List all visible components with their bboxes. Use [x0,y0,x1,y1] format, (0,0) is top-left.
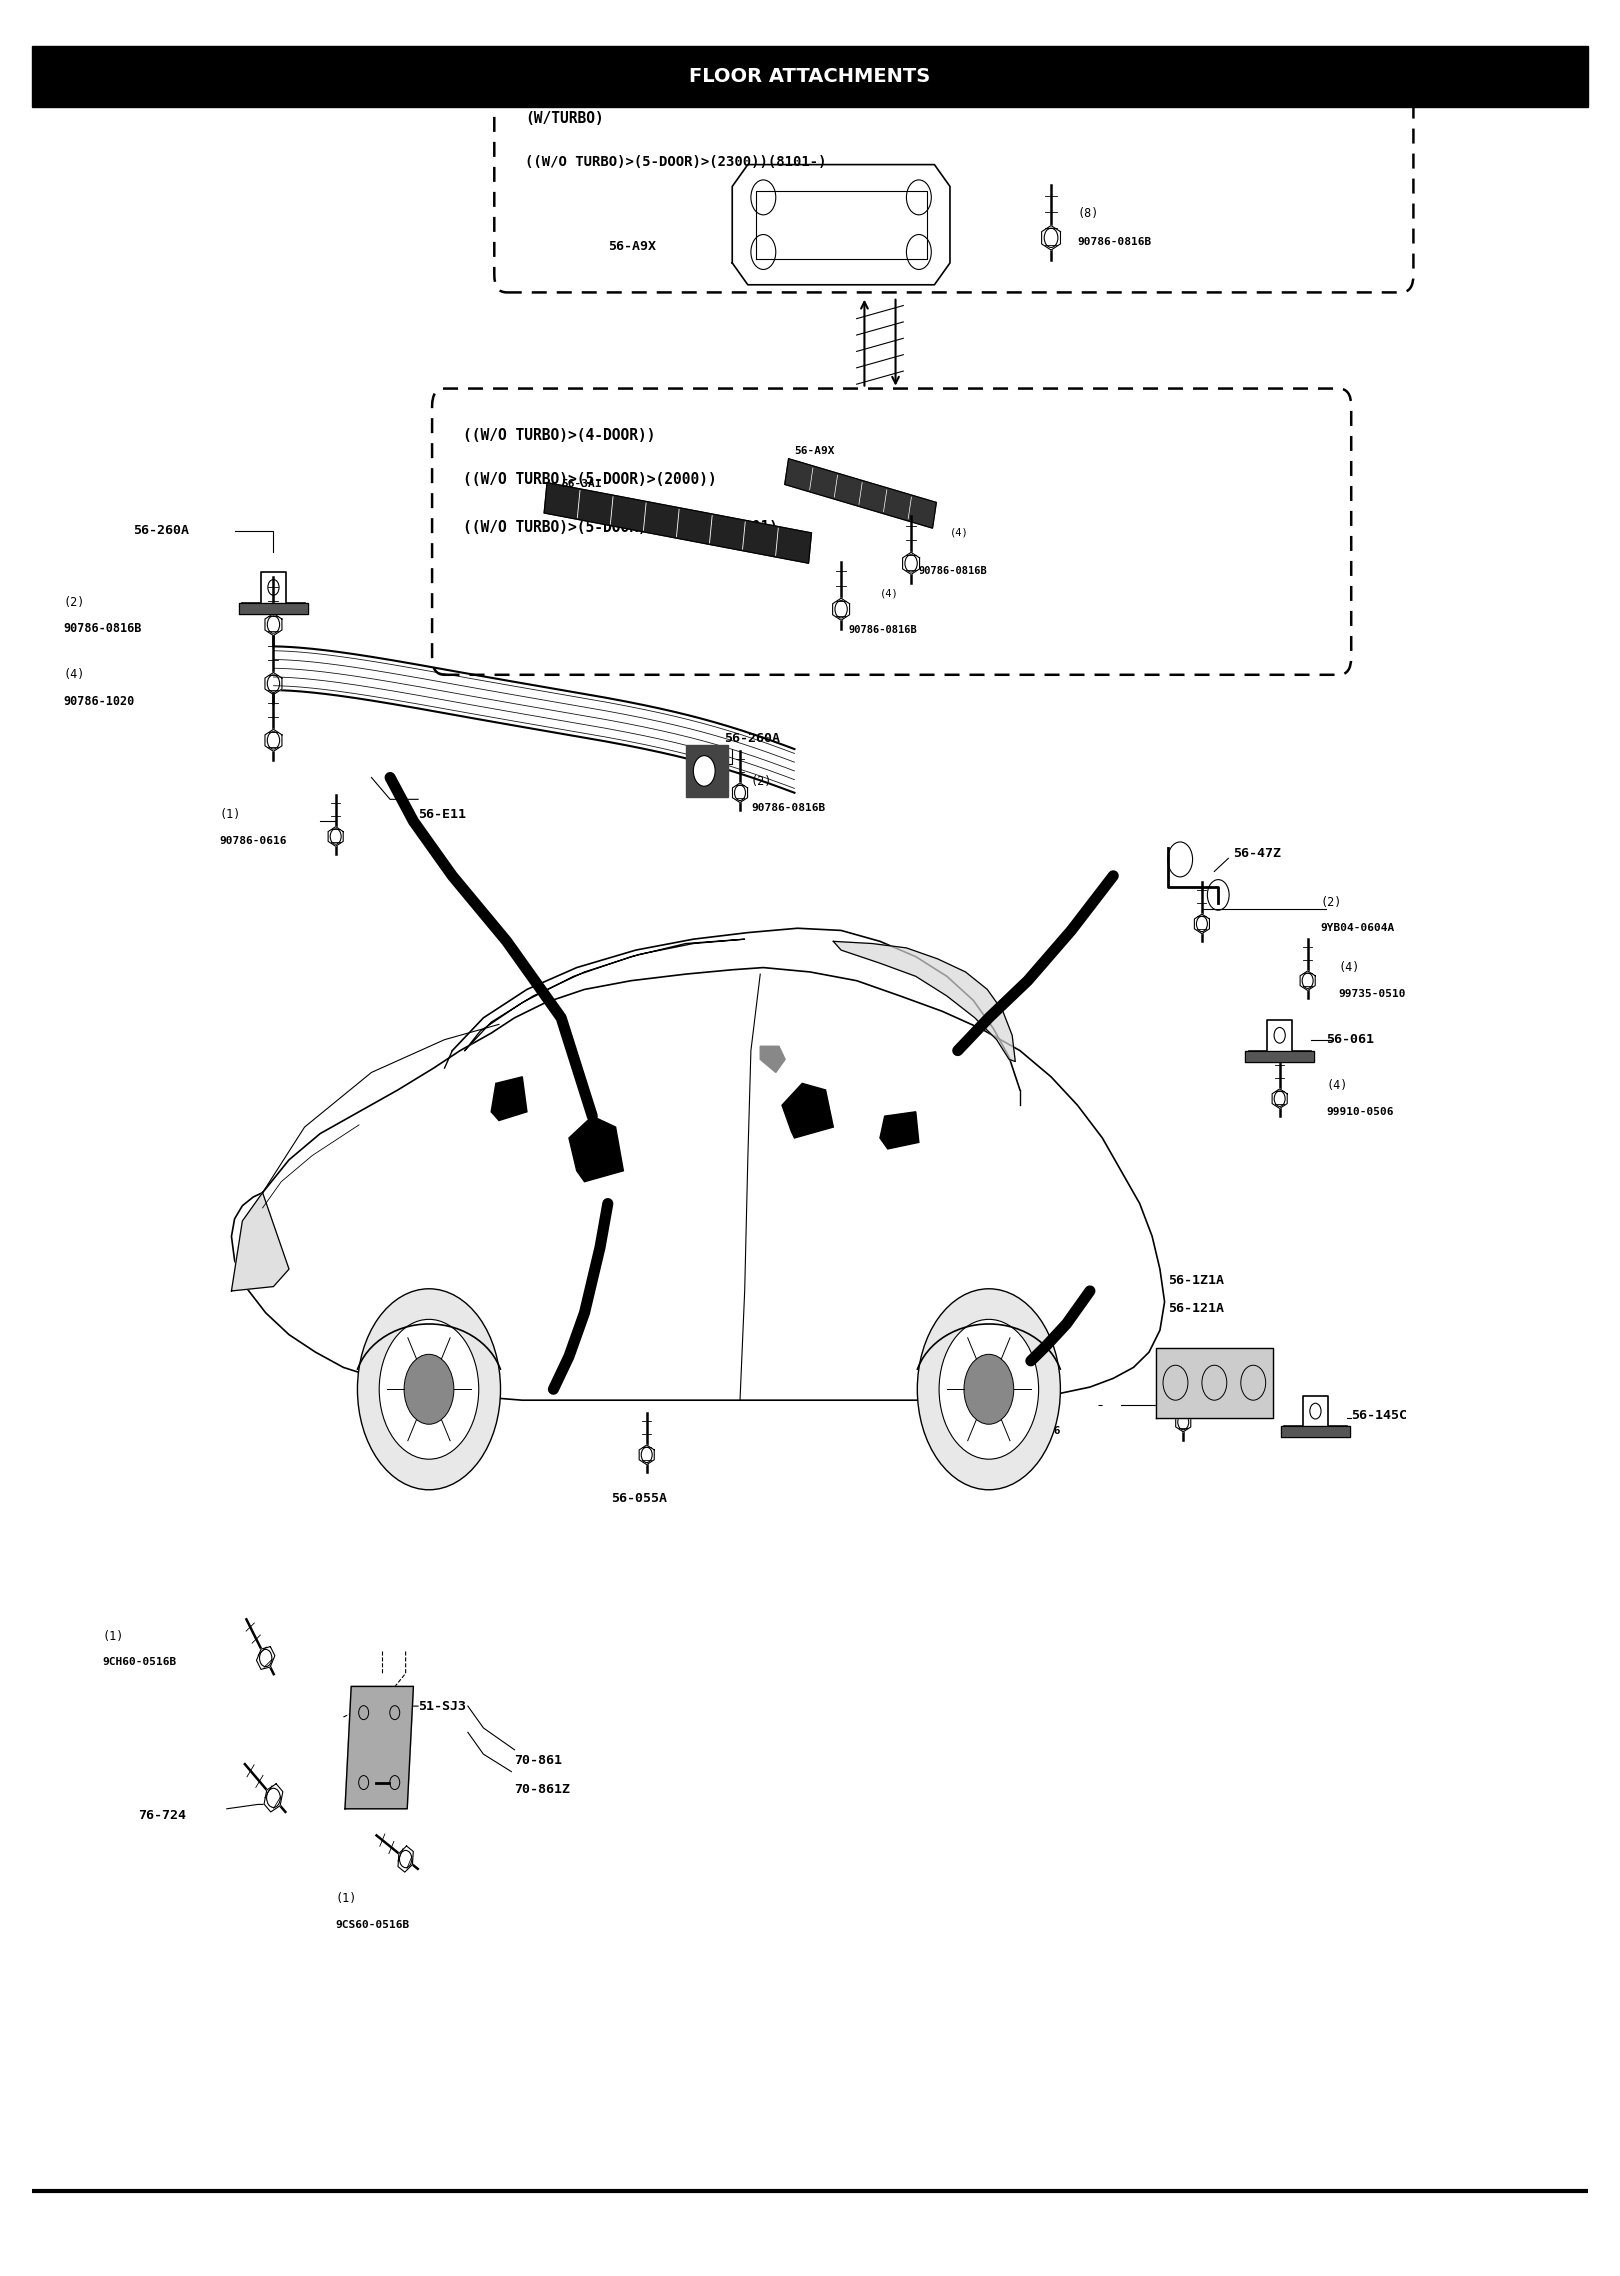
Text: 51-SJ3: 51-SJ3 [418,1700,467,1712]
Text: ((W/O TURBO)>(5-DOOR)>(2300))(-8101): ((W/O TURBO)>(5-DOOR)>(2300))(-8101) [463,519,778,535]
Circle shape [964,1354,1014,1425]
Text: 76-724: 76-724 [138,1809,186,1821]
Polygon shape [833,599,849,621]
Polygon shape [685,744,727,797]
Text: 9CS60-0516B: 9CS60-0516B [335,1919,410,1930]
Text: (W/TURBO): (W/TURBO) [525,112,604,125]
Text: ((W/O TURBO)>(4-DOOR)): ((W/O TURBO)>(4-DOOR)) [463,428,656,444]
Circle shape [358,1288,501,1491]
Text: (4): (4) [949,528,969,537]
Text: 56-121A: 56-121A [1168,1302,1223,1316]
Polygon shape [1246,1052,1314,1061]
Polygon shape [266,615,282,635]
Polygon shape [1176,1411,1191,1432]
Polygon shape [465,940,745,1052]
Circle shape [403,1354,454,1425]
Polygon shape [1301,972,1315,990]
Polygon shape [1129,1313,1144,1334]
Circle shape [693,756,714,785]
Polygon shape [1157,1347,1273,1418]
Polygon shape [782,1083,833,1138]
Circle shape [379,1320,480,1459]
Text: (1): (1) [993,1397,1014,1411]
Text: 56-061: 56-061 [1327,1033,1374,1047]
Text: 9CH60-0516B: 9CH60-0516B [102,1657,177,1668]
Text: 56-3A1: 56-3A1 [561,478,601,489]
Text: 90786-0816B: 90786-0816B [919,564,988,576]
Polygon shape [640,1445,654,1466]
Text: (2): (2) [1320,894,1341,908]
Text: 90786-0816B: 90786-0816B [63,621,143,635]
Text: 90786-0616: 90786-0616 [993,1425,1061,1436]
Text: 9YB04-0604A: 9YB04-0604A [1320,924,1395,933]
Polygon shape [399,1846,413,1873]
Text: 90786-0616: 90786-0616 [993,1322,1061,1334]
Polygon shape [569,1115,624,1181]
Text: (4): (4) [63,669,84,681]
Bar [32,46,1588,107]
Polygon shape [264,1784,284,1812]
Text: 56-A9X: 56-A9X [608,239,656,253]
Polygon shape [902,553,920,574]
Text: (8): (8) [1077,207,1098,221]
Polygon shape [345,1687,413,1809]
Text: 90786-1020: 90786-1020 [63,694,134,708]
Text: FLOOR ATTACHMENTS: FLOOR ATTACHMENTS [690,66,930,86]
Polygon shape [491,1077,526,1120]
Text: 90786-0816B: 90786-0816B [1077,237,1152,248]
Text: (1): (1) [102,1630,123,1643]
Text: (1): (1) [335,1891,356,1905]
Polygon shape [880,1111,919,1149]
Polygon shape [784,460,936,528]
Text: 56-A9X: 56-A9X [794,446,834,455]
Text: (4): (4) [1327,1079,1348,1092]
Polygon shape [266,671,282,694]
Text: 56-260A: 56-260A [133,523,190,537]
Text: 56-1Z1A: 56-1Z1A [1168,1275,1223,1286]
Polygon shape [1281,1427,1349,1438]
Polygon shape [266,728,282,751]
Polygon shape [544,483,812,562]
Polygon shape [240,603,308,615]
Text: 90786-0616: 90786-0616 [219,835,287,847]
Text: (2): (2) [63,596,84,610]
Polygon shape [833,942,1016,1061]
Polygon shape [232,967,1165,1400]
Text: 56-E11: 56-E11 [418,808,467,822]
Text: 90786-0816B: 90786-0816B [849,624,917,635]
Text: ((W/O TURBO)>(5-DOOR)>(2000)): ((W/O TURBO)>(5-DOOR)>(2000)) [463,471,718,487]
Polygon shape [732,783,747,803]
FancyBboxPatch shape [494,73,1413,291]
Text: (4): (4) [1338,960,1361,974]
Polygon shape [329,826,343,847]
Text: 90786-0816B: 90786-0816B [752,803,825,813]
Text: 99735-0510: 99735-0510 [1338,988,1406,999]
Polygon shape [1272,1088,1288,1108]
Text: (1): (1) [219,808,240,822]
Text: (4): (4) [880,587,899,599]
Polygon shape [232,1193,288,1290]
Circle shape [940,1320,1038,1459]
Text: 56-145C: 56-145C [1351,1409,1408,1422]
Polygon shape [760,1047,786,1072]
Polygon shape [1042,225,1061,250]
Text: 70-861Z: 70-861Z [515,1782,570,1796]
Polygon shape [1194,915,1210,933]
Text: for your 2010 Mazda MX-5 Miata  W/RETRACTABLE HARD TOP P TOURING: for your 2010 Mazda MX-5 Miata W/RETRACT… [606,112,1014,121]
Text: 56-055A: 56-055A [611,1493,667,1504]
Text: (2): (2) [752,776,773,787]
Text: (1): (1) [993,1295,1014,1309]
Text: 70-861: 70-861 [515,1755,562,1766]
Text: 56-47Z: 56-47Z [1233,847,1281,860]
Text: 99910-0506: 99910-0506 [1327,1106,1393,1118]
Polygon shape [256,1646,275,1668]
Circle shape [917,1288,1061,1491]
FancyBboxPatch shape [433,389,1351,674]
Text: ((W/O TURBO)>(5-DOOR)>(2300))(8101-): ((W/O TURBO)>(5-DOOR)>(2300))(8101-) [525,155,826,168]
Text: 56-260A: 56-260A [724,731,781,744]
